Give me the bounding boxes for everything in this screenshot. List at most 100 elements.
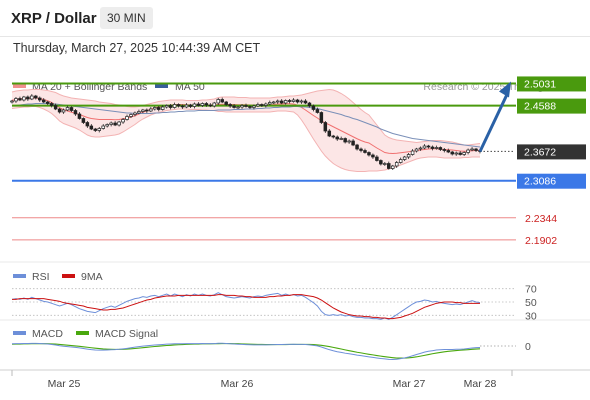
legend-swatch-macd-signal [76, 331, 89, 335]
bollinger-band-fill [12, 89, 480, 172]
candle-body [89, 125, 94, 130]
candle-body [172, 104, 177, 108]
level-tag [517, 98, 586, 114]
candle-body [355, 144, 359, 150]
candle-body [30, 95, 34, 100]
candle-body [347, 140, 351, 143]
candle-body [224, 101, 228, 105]
candle-body [311, 105, 316, 110]
candle-body [363, 150, 367, 153]
candle-body [390, 165, 395, 169]
candle-body [180, 105, 185, 108]
candle-body [232, 105, 236, 108]
candle-body [414, 148, 419, 152]
legend-swatch-rsi [13, 274, 26, 278]
macd-level-label: 0 [525, 341, 531, 353]
candle-body [69, 107, 74, 111]
candle-body [176, 104, 181, 107]
candle-body [105, 124, 109, 127]
candle-body [248, 106, 252, 108]
candle-body [45, 101, 50, 104]
candle-body [430, 146, 435, 149]
candle-body [73, 110, 78, 115]
time-axis-label: Mar 26 [221, 378, 254, 390]
candle-body [422, 145, 427, 149]
rsi-ma-line [12, 294, 480, 320]
candle-body [153, 107, 157, 110]
candle-body [351, 140, 355, 146]
level-label: 2.5031 [524, 78, 556, 90]
candle-body [184, 104, 189, 108]
legend-label-macd: MACD [32, 328, 63, 340]
candle-body [26, 96, 30, 100]
candle-body [438, 147, 443, 150]
candle-body [200, 103, 205, 106]
candle-body [323, 122, 328, 132]
candle-body [466, 149, 470, 153]
level-label: 2.3672 [524, 146, 556, 158]
candle-body [458, 152, 462, 155]
candle-body [212, 102, 217, 107]
candle-body [93, 128, 98, 131]
candle-body [335, 136, 339, 140]
candle-body [406, 154, 411, 158]
candle-body [14, 98, 18, 102]
candle-body [240, 105, 244, 108]
candle-body [359, 148, 363, 151]
candle-body [315, 109, 320, 113]
legend-label-rsi-ma: 9MA [81, 271, 103, 283]
candle-body [303, 100, 308, 104]
candle-body [156, 107, 161, 110]
candle-body [398, 159, 403, 163]
timeframe-button[interactable]: 30 MIN [100, 7, 153, 29]
candle-body [434, 147, 439, 149]
candle-body [387, 163, 391, 169]
ma50-line [11, 103, 481, 148]
candle-body [216, 99, 220, 104]
candle-body [41, 99, 46, 103]
candle-body [299, 100, 304, 103]
candle-body [196, 103, 201, 106]
candle-body [65, 107, 70, 111]
candle-body [164, 105, 169, 108]
candle-body [77, 113, 82, 119]
candle-body [252, 105, 256, 108]
candle-body [168, 105, 173, 108]
legend-label-rsi: RSI [32, 271, 50, 283]
candle-body [22, 96, 26, 101]
candle-body [160, 106, 165, 110]
candle-body [418, 147, 423, 150]
candle-body [10, 100, 14, 103]
level-label: 2.1902 [525, 235, 557, 247]
rsi-level-label: 50 [525, 297, 537, 309]
candle-body [319, 112, 324, 123]
candle-body [61, 109, 66, 113]
level-label: 2.2344 [525, 213, 557, 225]
candle-body [57, 108, 62, 113]
candle-body [272, 101, 276, 104]
candle-body [129, 114, 133, 117]
candle-body [228, 104, 232, 107]
candle-body [113, 122, 117, 126]
candle-body [145, 109, 149, 112]
candle-body [442, 149, 447, 151]
candle-body [208, 104, 213, 107]
candle-body [454, 152, 458, 155]
candle-body [283, 100, 288, 104]
datetime-label: Thursday, March 27, 2025 10:44:39 AM CET [13, 41, 261, 55]
candle-body [402, 156, 407, 160]
candle-body [375, 156, 379, 161]
candle-body [97, 128, 102, 131]
bollinger-lower-line [11, 106, 480, 172]
macd-line [11, 342, 481, 360]
level-label: 2.3086 [524, 176, 556, 188]
time-axis-label: Mar 28 [464, 378, 497, 390]
candle-body [474, 148, 478, 151]
candle-body [295, 99, 300, 103]
candle-body [121, 119, 125, 123]
candle-body [81, 118, 86, 123]
candle-body [462, 152, 466, 155]
candle-body [343, 138, 347, 143]
candle-body [450, 151, 454, 155]
